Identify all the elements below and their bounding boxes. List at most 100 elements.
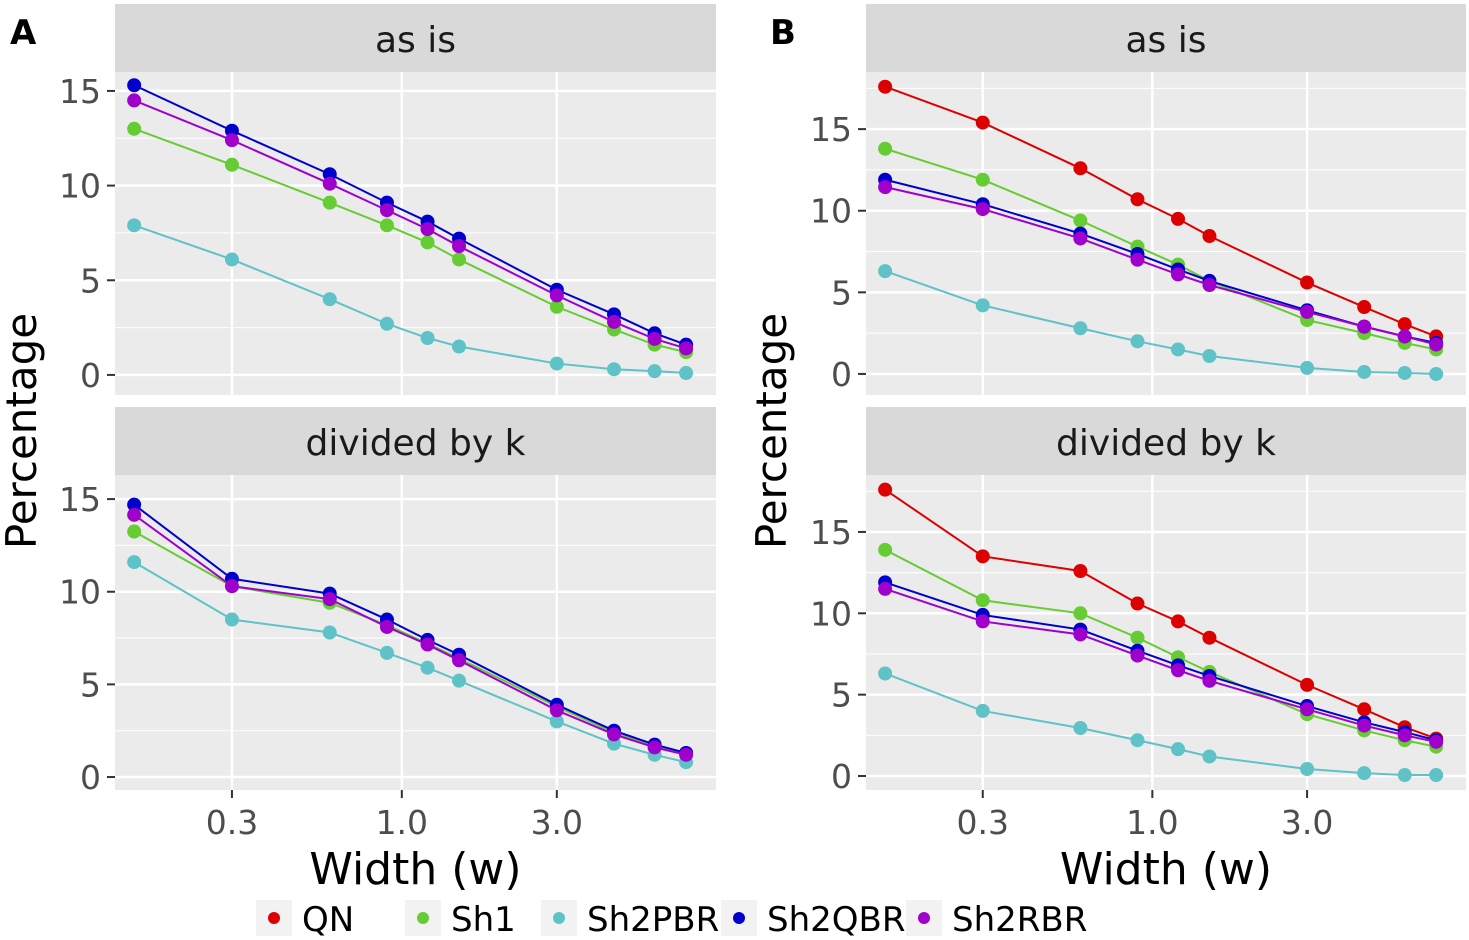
y-tick-label: 10: [810, 594, 852, 633]
figure-label-A: A: [10, 13, 37, 53]
series-Sh2PBR: [878, 264, 1444, 381]
data-point: [420, 660, 435, 675]
data-point: [1300, 360, 1315, 375]
data-point: [1202, 749, 1217, 764]
data-point: [379, 316, 394, 331]
data-point: [1202, 630, 1217, 645]
series-QN: [878, 482, 1444, 746]
y-axis-label: Percentage: [0, 313, 46, 549]
data-point: [975, 115, 990, 130]
data-point: [1429, 337, 1444, 352]
series-line: [133, 99, 687, 350]
strip: [866, 4, 1466, 72]
data-point: [1073, 231, 1088, 246]
series-line: [133, 530, 687, 754]
y-tick-label: 5: [831, 676, 852, 715]
strip-label: divided by k: [306, 423, 526, 464]
data-point: [679, 747, 694, 762]
data-point: [878, 264, 893, 279]
plot-background: [115, 475, 716, 790]
y-axis-label: Percentage: [747, 313, 796, 549]
legend: QN Sh1 Sh2PBR Sh2QBR Sh2RBR: [256, 900, 1087, 940]
x-tick-label: 1.0: [1126, 803, 1178, 842]
data-point: [224, 133, 239, 148]
strip: [866, 407, 1466, 475]
series-line: [884, 147, 1437, 351]
data-point: [1171, 614, 1186, 629]
data-point: [420, 235, 435, 250]
data-point: [878, 666, 893, 681]
data-point: [379, 645, 394, 660]
data-point: [1130, 630, 1145, 645]
data-point: [1130, 733, 1145, 748]
series-Sh2RBR: [878, 581, 1444, 749]
data-point: [878, 542, 893, 557]
y-tick-label: 5: [80, 665, 101, 704]
data-point: [975, 593, 990, 608]
series-Sh2RBR: [878, 180, 1444, 352]
x-tick-label: 0.3: [957, 803, 1009, 842]
data-point: [1397, 365, 1412, 380]
data-point: [1202, 673, 1217, 688]
data-point: [878, 581, 893, 596]
data-point: [1202, 277, 1217, 292]
series-Sh2PBR: [878, 666, 1444, 783]
series-line: [133, 514, 687, 756]
data-point: [322, 195, 337, 210]
series-line: [884, 85, 1437, 338]
data-point: [975, 202, 990, 217]
data-point: [1202, 348, 1217, 363]
data-point: [679, 341, 694, 356]
data-point: [1073, 321, 1088, 336]
data-point: [127, 78, 142, 93]
x-tick-label: 0.3: [206, 803, 258, 842]
data-point: [224, 612, 239, 627]
y-tick-label: 5: [80, 261, 101, 300]
x-tick-label: 1.0: [376, 803, 428, 842]
data-point: [127, 121, 142, 136]
data-point: [549, 356, 564, 371]
series-line: [133, 503, 687, 754]
y-tick-label: 0: [831, 757, 852, 796]
series-line: [133, 127, 687, 354]
y-tick-label: 0: [80, 356, 101, 395]
legend-marker: [733, 912, 745, 924]
data-point: [1429, 366, 1444, 381]
data-point: [878, 482, 893, 497]
series-Sh2PBR: [127, 218, 694, 381]
panel-B-top: as is 0 5 10 15: [810, 4, 1466, 395]
y-tick-label: 10: [59, 573, 101, 612]
legend-marker: [268, 912, 280, 924]
data-point: [127, 524, 142, 539]
data-point: [1300, 762, 1315, 777]
data-point: [1171, 211, 1186, 226]
x-tick-label: 3.0: [1281, 803, 1333, 842]
series-line: [884, 270, 1437, 375]
series-Sh2RBR: [127, 93, 694, 356]
y-tick-label: 15: [59, 480, 101, 519]
data-point: [452, 339, 467, 354]
panel-B-bottom: divided by k 0 5 10 15 0.3 1.0 3.0: [810, 407, 1466, 842]
data-point: [1429, 734, 1444, 749]
data-point: [1300, 275, 1315, 290]
data-point: [975, 298, 990, 313]
data-point: [1357, 300, 1372, 315]
data-point: [1073, 721, 1088, 736]
data-point: [224, 252, 239, 267]
data-point: [1130, 648, 1145, 663]
data-point: [607, 314, 622, 329]
data-point: [322, 625, 337, 640]
data-point: [452, 239, 467, 254]
data-point: [1397, 728, 1412, 743]
strip-label: as is: [1125, 20, 1206, 61]
data-point: [1357, 718, 1372, 733]
data-point: [1397, 317, 1412, 332]
data-point: [1130, 252, 1145, 267]
data-point: [647, 364, 662, 379]
data-point: [549, 703, 564, 718]
data-point: [1357, 319, 1372, 334]
data-point: [1171, 663, 1186, 678]
data-point: [379, 203, 394, 218]
data-point: [420, 637, 435, 652]
y-tick-label: 15: [810, 513, 852, 552]
